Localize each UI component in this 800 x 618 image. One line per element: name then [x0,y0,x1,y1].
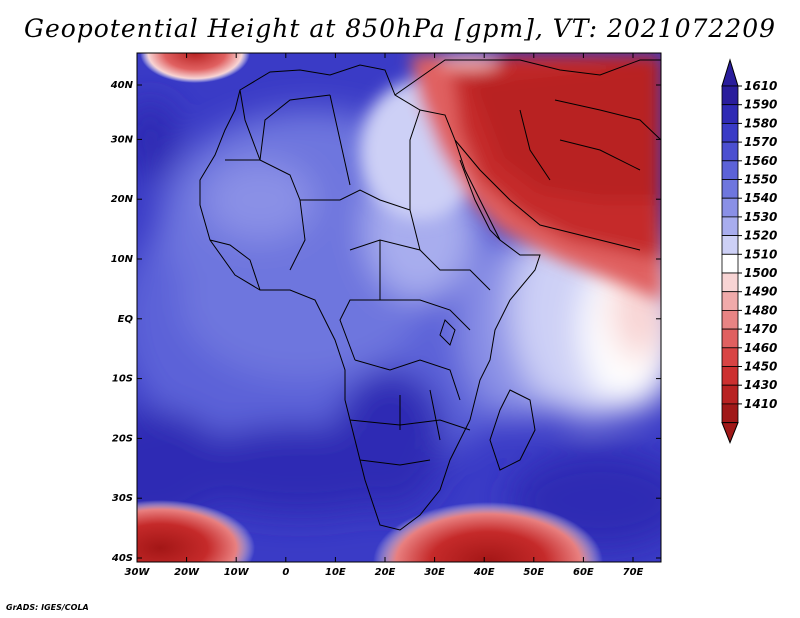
x-tick-label: 0 [282,567,289,578]
colorbar-label: 1540 [744,191,777,205]
plot-frame [136,52,662,563]
colorbar-bottom-arrow [721,422,739,444]
map-title: Geopotential Height at 850hPa [gpm], VT:… [23,14,777,43]
colorbar-swatch [721,253,739,274]
colorbar-swatch [721,216,739,236]
colorbar-swatch [721,309,739,330]
colorbar-swatch [721,141,739,162]
colorbar-swatch [721,123,739,143]
y-tick-label: 10S [112,374,133,385]
colorbar-swatch [721,291,739,311]
colorbar-swatch [721,85,739,106]
x-tick-label: 60E [573,567,594,578]
x-tick-label: 20W [174,567,200,578]
colorbar-label: 1580 [744,116,777,130]
colorbar-label: 1610 [744,79,777,93]
colorbar-label: 1530 [744,210,777,224]
colorbar-label: 1500 [744,266,777,280]
colorbar-label: 1450 [744,360,777,374]
colorbar-label: 1470 [744,322,777,336]
y-tick-label: 20N [111,194,134,205]
y-tick-label: 30N [111,134,134,145]
x-tick-label: 40E [473,567,495,578]
y-tick-label: EQ [118,314,134,325]
y-axis: 40N 30N 20N 10N EQ 10S 20S 30S 40S [110,80,661,564]
colorbar-swatch [721,197,739,218]
colorbar-swatch [721,160,739,180]
x-tick-label: 30E [424,567,445,578]
y-tick-label: 40S [111,553,133,564]
colorbar-swatch [721,104,739,124]
colorbar-top-arrow [721,58,739,87]
colorbar-swatch [721,384,739,405]
y-tick-label: 30S [112,493,133,504]
colorbar-swatch [721,403,739,423]
x-tick-label: 30W [125,567,151,578]
colorbar-swatch [721,347,739,367]
colorbar-label: 1480 [744,303,777,317]
colorbar-label: 1550 [744,173,777,187]
x-tick-label: 50E [523,567,544,578]
colorbar-label: 1510 [744,247,777,261]
colorbar-label: 1520 [744,229,777,243]
colorbar-swatch [721,272,739,293]
y-tick-label: 40N [110,80,134,91]
colorbar-swatch [721,366,739,386]
colorbar-label: 1560 [744,154,777,168]
colorbar-swatch [721,179,739,199]
y-tick-label: 20S [112,433,133,444]
colorbar-swatch [721,328,739,349]
footer-credit: GrADS: IGES/COLA [6,603,89,612]
colorbar-label: 1410 [744,397,777,411]
colorbar-label: 1430 [744,378,777,392]
colorbar-label: 1590 [744,98,777,112]
colorbar-label: 1570 [744,135,777,149]
colorbar-label: 1460 [744,341,777,355]
colorbar-swatch [721,235,739,255]
x-tick-label: 10W [224,567,250,578]
y-tick-label: 10N [111,254,134,265]
x-axis: 30W 20W 10W 0 10E 20E 30E 40E 50E 60E 70E [125,53,644,578]
colorbar-label: 1490 [744,285,777,299]
colorbar: 1610 1590 1580 1570 1560 1550 1540 1530 1520 1510… [721,58,777,444]
x-tick-label: 70E [623,567,644,578]
country-outlines [199,59,661,531]
height-field [137,53,661,562]
x-tick-label: 20E [375,567,396,578]
x-tick-label: 10E [325,567,346,578]
